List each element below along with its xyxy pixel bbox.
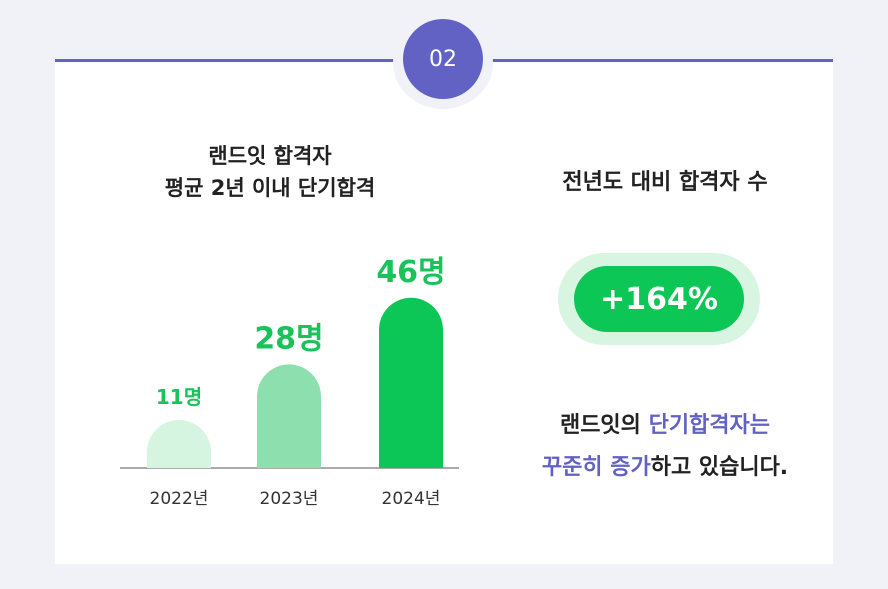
bar-1 <box>257 364 321 468</box>
chart-title: 랜드잇 합격자 평균 2년 이내 단기합격 <box>150 140 390 204</box>
summary-line2-suffix: 하고 있습니다. <box>650 455 789 480</box>
growth-title: 전년도 대비 합격자 수 <box>562 170 768 195</box>
section-number-badge: 02 <box>403 19 483 99</box>
chart-title-line1: 랜드잇 합격자 <box>208 144 332 168</box>
summary-line2-highlight: 꾸준히 증가 <box>541 455 651 480</box>
growth-value-pill: +164% <box>574 266 744 332</box>
value-label-1: 28명 <box>254 321 323 356</box>
bar-0 <box>147 420 211 468</box>
summary-line1-prefix: 랜드잇의 <box>559 413 649 438</box>
category-label-2: 2024년 <box>382 489 441 509</box>
summary-line2: 꾸준히 증가하고 있습니다. <box>480 447 850 489</box>
bar-chart: 11명 2022년 28명 2023년 46명 2024년 <box>120 255 459 509</box>
summary-line1-highlight: 단기합격자는 <box>648 413 771 438</box>
bar-2 <box>379 297 443 468</box>
category-label-0: 2022년 <box>150 489 209 509</box>
summary-text: 랜드잇의 단기합격자는 꾸준히 증가하고 있습니다. <box>480 405 850 489</box>
chart-title-line2: 평균 2년 이내 단기합격 <box>164 176 376 200</box>
category-label-1: 2023년 <box>260 489 319 509</box>
summary-line1: 랜드잇의 단기합격자는 <box>480 405 850 447</box>
value-label-2: 46명 <box>376 255 445 290</box>
value-label-0: 11명 <box>156 385 202 409</box>
